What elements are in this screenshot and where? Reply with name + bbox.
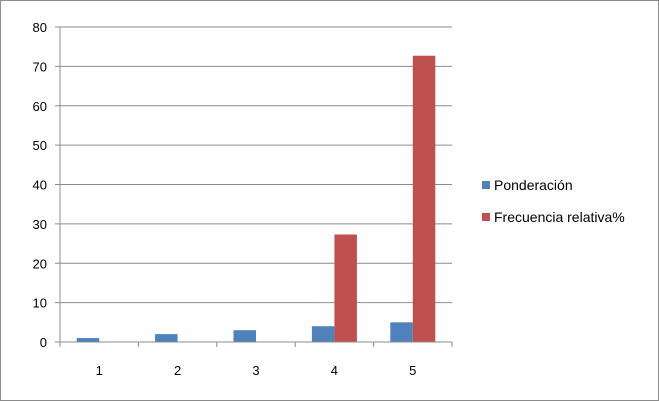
legend-swatch bbox=[482, 213, 490, 221]
x-tick-label: 1 bbox=[96, 363, 103, 378]
bar-ponderacion-1 bbox=[76, 338, 100, 342]
y-tick-label: 30 bbox=[33, 217, 47, 232]
y-tick-label: 10 bbox=[33, 296, 47, 311]
y-tick-label: 80 bbox=[33, 20, 47, 35]
bar-ponderacion-3 bbox=[233, 330, 256, 342]
y-tick-label: 50 bbox=[33, 138, 47, 153]
y-tick-label: 20 bbox=[33, 256, 47, 271]
bars bbox=[76, 55, 436, 343]
y-axis-ticks: 0 10 20 30 40 50 60 70 80 bbox=[33, 20, 60, 350]
bar-ponderacion-2 bbox=[155, 334, 178, 342]
x-tick-label: 2 bbox=[174, 363, 181, 378]
y-tick-label: 40 bbox=[33, 178, 47, 193]
legend-label: Frecuencia relativa% bbox=[494, 209, 625, 225]
x-tick-label: 3 bbox=[252, 363, 259, 378]
bar-ponderacion-5 bbox=[390, 322, 413, 342]
y-tick-label: 60 bbox=[33, 99, 47, 114]
legend-swatch bbox=[482, 181, 490, 189]
bar-ponderacion-4 bbox=[311, 326, 335, 342]
bar-frecuencia-5 bbox=[412, 55, 436, 343]
legend: Ponderación Frecuencia relativa% bbox=[482, 177, 625, 225]
y-tick-label: 70 bbox=[33, 59, 47, 74]
x-tick-label: 5 bbox=[409, 363, 416, 378]
x-axis-ticks: 1 2 3 4 5 bbox=[59, 342, 453, 378]
y-tick-label: 0 bbox=[40, 335, 47, 350]
bar-frecuencia-4 bbox=[334, 234, 357, 342]
gridlines bbox=[60, 26, 452, 304]
x-tick-label: 4 bbox=[331, 363, 338, 378]
legend-label: Ponderación bbox=[494, 177, 573, 193]
